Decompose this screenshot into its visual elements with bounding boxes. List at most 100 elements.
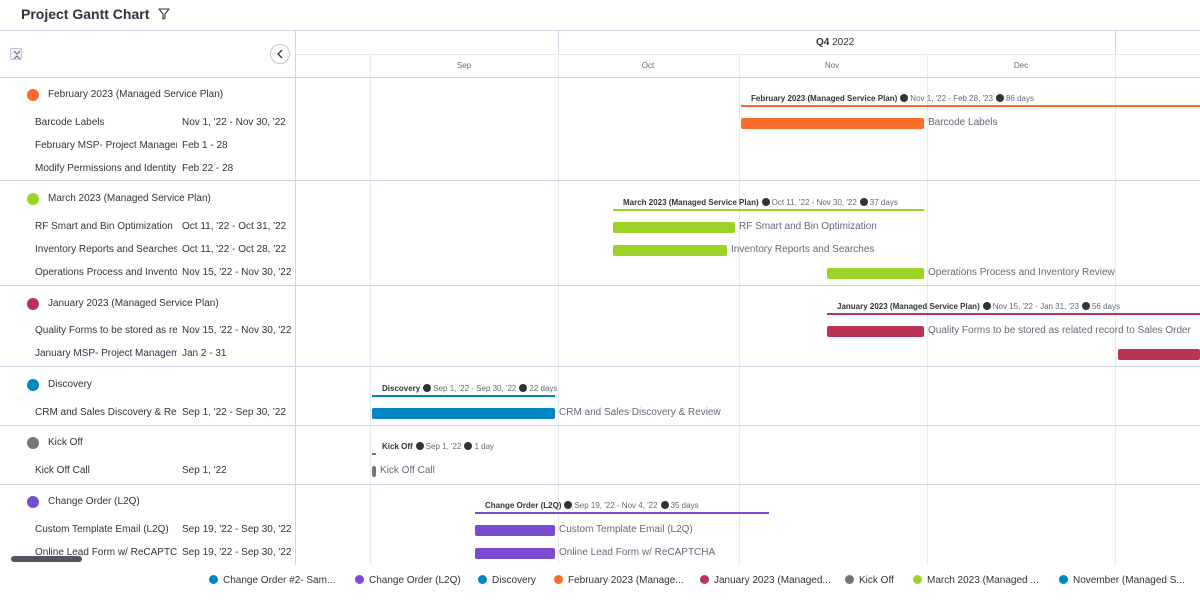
group-color-dot [27, 193, 39, 205]
collapse-icon [13, 50, 21, 60]
group-color-dot [27, 298, 39, 310]
task-bar[interactable] [1118, 349, 1200, 360]
group-summary-line [613, 209, 924, 211]
group-summary-line [475, 512, 769, 514]
group-title[interactable]: Kick Off [48, 437, 83, 448]
group-title[interactable]: March 2023 (Managed Service Plan) [48, 193, 211, 204]
item-dates: Nov 1, '22 - Nov 30, '22 [182, 117, 286, 128]
group-summary-label: Change Order (L2Q) Sep 19, '22 - Nov 4, '… [485, 501, 699, 510]
collapse-all-button[interactable] [10, 48, 22, 60]
task-bar-label: CRM and Sales Discovery & Review [559, 407, 721, 418]
item-dates: Feb 22 - 28 [182, 163, 234, 174]
legend-dot [913, 575, 922, 584]
item-name[interactable]: Barcode Labels [35, 117, 105, 128]
month-label-oct: Oct [641, 61, 655, 70]
month-gridline [927, 55, 928, 565]
item-name[interactable]: Online Lead Form w/ ReCAPTCHA [35, 547, 177, 558]
task-bar[interactable] [741, 118, 924, 129]
group-title[interactable]: Discovery [48, 379, 92, 390]
group-title[interactable]: Change Order (L2Q) [48, 496, 140, 507]
group-summary-label: February 2023 (Managed Service Plan) Nov … [751, 94, 1034, 103]
task-bar-label: RF Smart and Bin Optimization [739, 221, 877, 232]
chevron-left-icon [277, 49, 283, 59]
item-name[interactable]: Kick Off Call [35, 465, 90, 476]
list-header [0, 31, 296, 78]
legend: Change Order #2- Sam... Change Order (L2… [0, 565, 1200, 600]
group-divider [0, 425, 1200, 426]
collapse-panel-button[interactable] [270, 44, 290, 64]
item-dates: Sep 1, '22 - Sep 30, '22 [182, 407, 286, 418]
legend-item[interactable]: Kick Off [845, 575, 894, 586]
month-label-dec: Dec [1013, 61, 1029, 70]
task-bar-label: Online Lead Form w/ ReCAPTCHA [559, 547, 716, 558]
group-divider [0, 180, 1200, 181]
item-name[interactable]: Inventory Reports and Searches [35, 244, 177, 255]
task-bar[interactable] [613, 222, 735, 233]
group-divider [0, 484, 1200, 485]
task-bar[interactable] [475, 525, 555, 536]
legend-dot [845, 575, 854, 584]
item-dates: Sep 19, '22 - Sep 30, '22 [182, 524, 292, 535]
legend-item[interactable]: Discovery [478, 575, 536, 586]
group-summary-line [741, 105, 1200, 107]
group-summary-label: March 2023 (Managed Service Plan) Oct 11,… [623, 198, 898, 207]
group-summary-line [827, 313, 1200, 315]
group-summary-label: January 2023 (Managed Service Plan) Nov 1… [837, 302, 1120, 311]
legend-item[interactable]: March 2023 (Managed ... [913, 575, 1039, 586]
month-label-sep: Sep [456, 61, 472, 70]
month-label-nov: Nov [824, 61, 840, 70]
legend-dot [1059, 575, 1068, 584]
month-row-divider [296, 54, 1200, 55]
task-bar-label: Inventory Reports and Searches [731, 244, 875, 255]
title-bar: Project Gantt Chart [0, 0, 1200, 31]
item-name[interactable]: Custom Template Email (L2Q) [35, 524, 169, 535]
group-divider [0, 366, 1200, 367]
item-name[interactable]: CRM and Sales Discovery & Review [35, 407, 177, 418]
task-bar-label: Operations Process and Inventory Review [928, 267, 1115, 278]
task-bar[interactable] [613, 245, 727, 256]
month-gridline [1115, 55, 1116, 565]
item-dates: Feb 1 - 28 [182, 140, 228, 151]
task-bar-label: Quality Forms to be stored as related re… [928, 325, 1191, 336]
legend-dot [355, 575, 364, 584]
task-bar[interactable] [827, 268, 924, 279]
item-name[interactable]: RF Smart and Bin Optimization [35, 221, 173, 232]
group-color-dot [27, 437, 39, 449]
item-dates: Oct 11, '22 - Oct 31, '22 [182, 221, 287, 232]
group-title[interactable]: February 2023 (Managed Service Plan) [48, 89, 224, 100]
quarter-divider [558, 31, 559, 54]
horizontal-scrollbar[interactable] [11, 556, 82, 562]
item-dates: Oct 11, '22 - Oct 28, '22 [182, 244, 287, 255]
item-name[interactable]: Modify Permissions and Identity [35, 163, 177, 174]
legend-dot [554, 575, 563, 584]
task-bar-label: Barcode Labels [928, 117, 998, 128]
item-name[interactable]: January MSP- Project Management [35, 348, 177, 359]
group-summary-line [372, 395, 555, 397]
item-dates: Sep 1, '22 [182, 465, 227, 476]
group-summary-label: Discovery Sep 1, '22 - Sep 30, '22 22 days [382, 384, 558, 393]
group-title[interactable]: January 2023 (Managed Service Plan) [48, 298, 219, 309]
item-name[interactable]: Operations Process and Inventory Review [35, 267, 177, 278]
legend-item[interactable]: Change Order #2- Sam... [209, 575, 335, 586]
group-divider [0, 285, 1200, 286]
timeline-header: Q4 2022 Sep Oct Nov Dec [296, 31, 1200, 78]
legend-dot [209, 575, 218, 584]
group-summary-line [372, 453, 376, 455]
legend-item[interactable]: February 2023 (Manage... [554, 575, 684, 586]
filter-icon[interactable] [157, 7, 171, 21]
item-name[interactable]: February MSP- Project Management [35, 140, 177, 151]
legend-item[interactable]: November (Managed S... [1059, 575, 1185, 586]
item-dates: Sep 19, '22 - Sep 30, '22 [182, 547, 292, 558]
legend-item[interactable]: Change Order (L2Q) [355, 575, 461, 586]
month-gridline [739, 55, 740, 565]
quarter-label: Q4 2022 [816, 37, 855, 48]
task-bar[interactable] [827, 326, 924, 337]
task-bar[interactable] [475, 548, 555, 559]
legend-item[interactable]: January 2023 (Managed... [700, 575, 831, 586]
item-dates: Nov 15, '22 - Nov 30, '22 [182, 267, 292, 278]
task-bar[interactable] [372, 466, 376, 477]
item-name[interactable]: Quality Forms to be stored as related re… [35, 325, 177, 336]
page-title: Project Gantt Chart [21, 6, 150, 22]
item-dates: Nov 15, '22 - Nov 30, '22 [182, 325, 292, 336]
task-bar[interactable] [372, 408, 555, 419]
